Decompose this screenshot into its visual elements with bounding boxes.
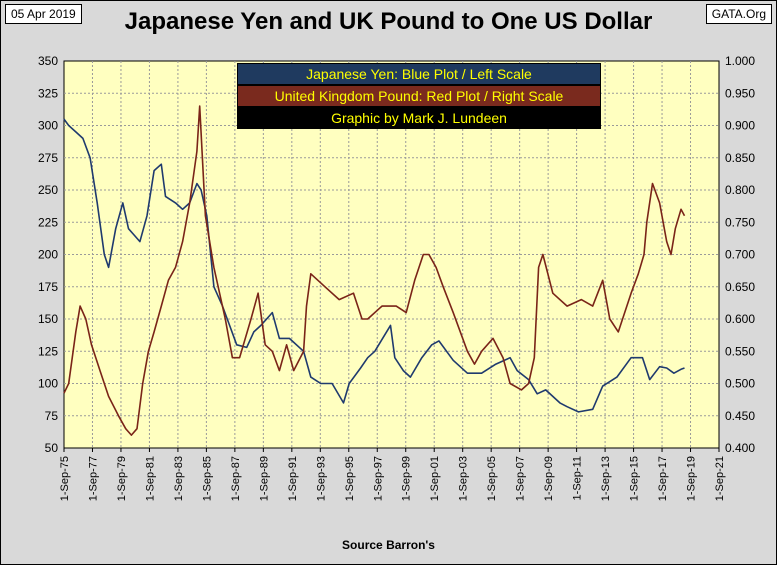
x-tick-label: 1-Sep-91 [287,456,299,501]
legend-credit: Graphic by Mark J. Lundeen [237,107,601,129]
x-tick-label: 1-Sep-97 [372,456,384,501]
left-tick-label: 225 [38,215,58,229]
x-tick-label: 1-Sep-19 [686,456,698,501]
left-tick-label: 200 [38,248,58,262]
x-tick-label: 1-Sep-21 [714,456,726,501]
x-axis-ticks: 1-Sep-75 1-Sep-77 1-Sep-79 1-Sep-81 1-Sep-83… [59,448,726,501]
pound-series-line [63,105,686,436]
left-tick-label: 275 [38,151,58,165]
date-label: 05 Apr 2019 [5,4,82,24]
x-tick-label: 1-Sep-75 [59,456,71,501]
x-tick-label: 1-Sep-77 [87,456,99,501]
chart-title: Japanese Yen and UK Pound to One US Doll… [124,8,653,35]
left-tick-label: 150 [38,312,58,326]
x-tick-label: 1-Sep-87 [230,456,242,501]
right-tick-label: 0.650 [725,280,755,294]
legend-pound: United Kingdom Pound: Red Plot / Right S… [237,85,601,107]
x-tick-label: 1-Sep-05 [486,456,498,501]
left-axis-ticks: 350 325 300 275 250 225 200 175 150 125 100 75 50 [38,54,58,455]
right-tick-label: 0.900 [725,119,755,133]
right-tick-label: 0.800 [725,183,755,197]
left-tick-label: 100 [38,377,58,391]
x-tick-label: 1-Sep-79 [116,456,128,501]
right-tick-label: 0.400 [725,441,755,455]
x-tick-label: 1-Sep-83 [173,456,185,501]
left-tick-label: 175 [38,280,58,294]
left-tick-label: 325 [38,86,58,100]
x-tick-label: 1-Sep-17 [657,456,669,501]
x-tick-label: 1-Sep-09 [543,456,555,501]
right-tick-label: 0.550 [725,344,755,358]
right-tick-label: 0.600 [725,312,755,326]
right-tick-label: 1.000 [725,54,755,68]
x-tick-label: 1-Sep-07 [515,456,527,501]
x-tick-label: 1-Sep-11 [572,456,584,500]
right-tick-label: 0.850 [725,151,755,165]
x-tick-label: 1-Sep-81 [144,456,156,501]
right-tick-label: 0.450 [725,409,755,423]
left-tick-label: 75 [45,409,59,423]
left-tick-label: 50 [45,441,59,455]
right-tick-label: 0.750 [725,215,755,229]
x-tick-label: 1-Sep-89 [258,456,270,501]
site-label: GATA.Org [705,4,772,24]
right-tick-label: 0.700 [725,248,755,262]
x-tick-label: 1-Sep-85 [201,456,213,501]
legend-yen: Japanese Yen: Blue Plot / Left Scale [237,63,601,85]
yen-series-line [63,118,685,413]
x-tick-label: 1-Sep-15 [629,456,641,501]
right-tick-label: 0.950 [725,86,755,100]
x-tick-label: 1-Sep-93 [315,456,327,501]
x-tick-label: 1-Sep-03 [458,456,470,501]
source-label: Source Barron's [342,538,435,552]
x-tick-label: 1-Sep-95 [344,456,356,501]
left-tick-label: 125 [38,344,58,358]
left-tick-label: 300 [38,119,58,133]
right-axis-ticks: 1.000 0.950 0.900 0.850 0.800 0.750 0.700 0.650… [725,54,755,455]
x-tick-label: 1-Sep-13 [600,456,612,501]
right-tick-label: 0.500 [725,377,755,391]
x-tick-label: 1-Sep-01 [429,456,441,501]
x-tick-label: 1-Sep-99 [401,456,413,501]
left-tick-label: 350 [38,54,58,68]
series-lines [63,105,686,436]
left-tick-label: 250 [38,183,58,197]
